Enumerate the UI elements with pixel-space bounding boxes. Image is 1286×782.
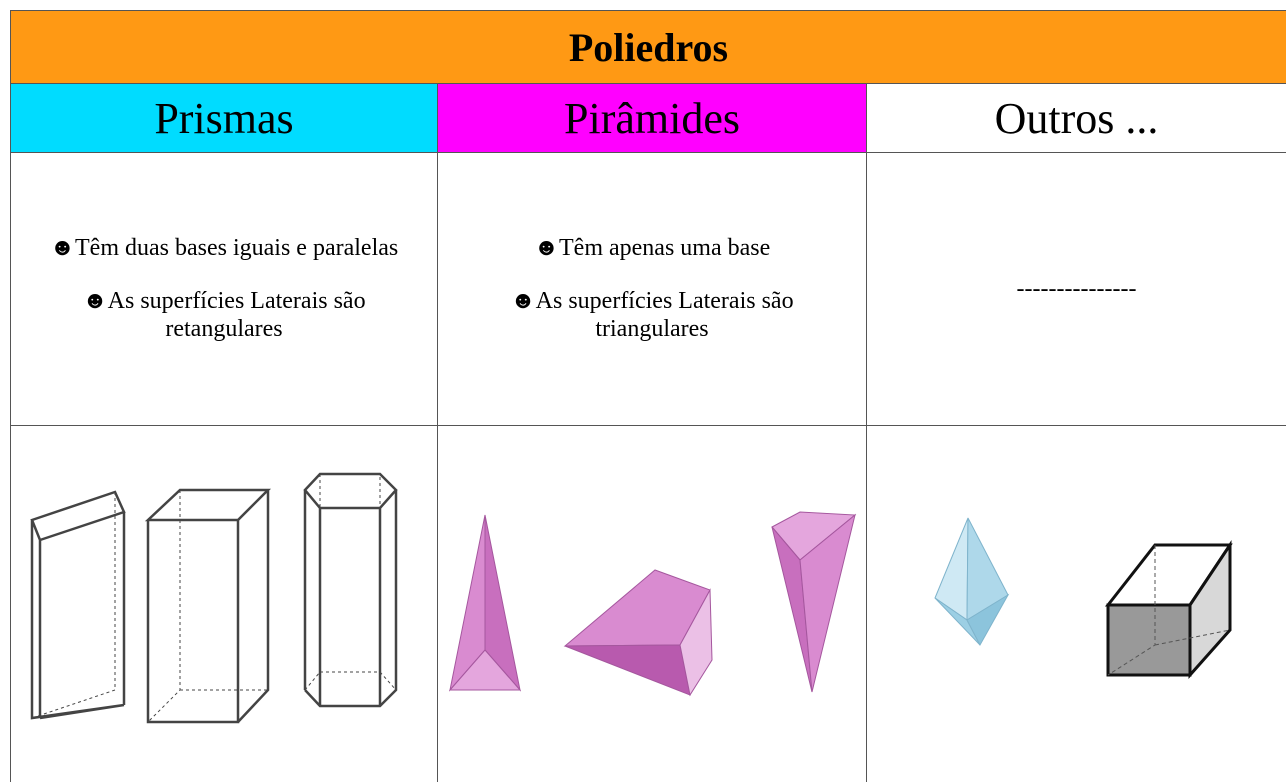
image-cell [437,425,866,782]
image-cell [10,425,437,782]
column-header: Pirâmides [437,83,866,152]
bullet: ☻As superfícies Laterais são triangulare… [510,287,794,343]
bullet: ☻As superfícies Laterais são retangulare… [82,287,366,343]
column-header: Prismas [10,83,437,152]
description-cell: ☻Têm duas bases iguais e paralelas ☻As s… [10,152,437,425]
image-cell [866,425,1286,782]
table-title: Poliedros [10,10,1286,83]
description-cell: --------------- [866,152,1286,425]
dash-text: --------------- [1016,275,1137,302]
bullet: ☻Têm duas bases iguais e paralelas [49,234,399,261]
description-cell: ☻Têm apenas uma base ☻As superfícies Lat… [437,152,866,425]
column-header: Outros ... [866,83,1286,152]
bullet: ☻Têm apenas uma base [533,234,771,261]
